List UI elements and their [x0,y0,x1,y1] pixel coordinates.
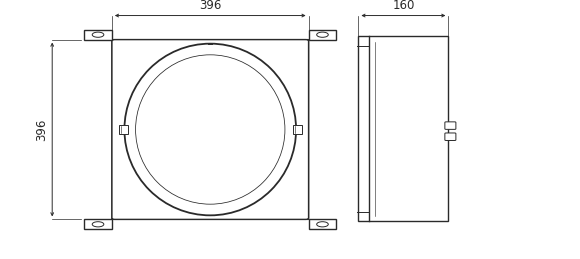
Circle shape [317,222,328,227]
Bar [118,125,128,134]
FancyBboxPatch shape [112,40,309,219]
Bar [358,36,448,221]
Ellipse shape [125,44,296,215]
Circle shape [92,32,104,37]
Text: 396: 396 [35,118,48,141]
Bar [292,125,302,134]
Text: 396: 396 [199,0,222,12]
FancyBboxPatch shape [445,122,456,130]
Circle shape [317,32,328,37]
Circle shape [92,222,104,227]
Ellipse shape [136,55,285,204]
Text: 160: 160 [392,0,415,12]
FancyBboxPatch shape [445,133,456,140]
Bar [309,219,336,229]
Bar [84,30,112,40]
Bar [84,219,112,229]
Bar [309,30,336,40]
FancyBboxPatch shape [112,40,309,219]
